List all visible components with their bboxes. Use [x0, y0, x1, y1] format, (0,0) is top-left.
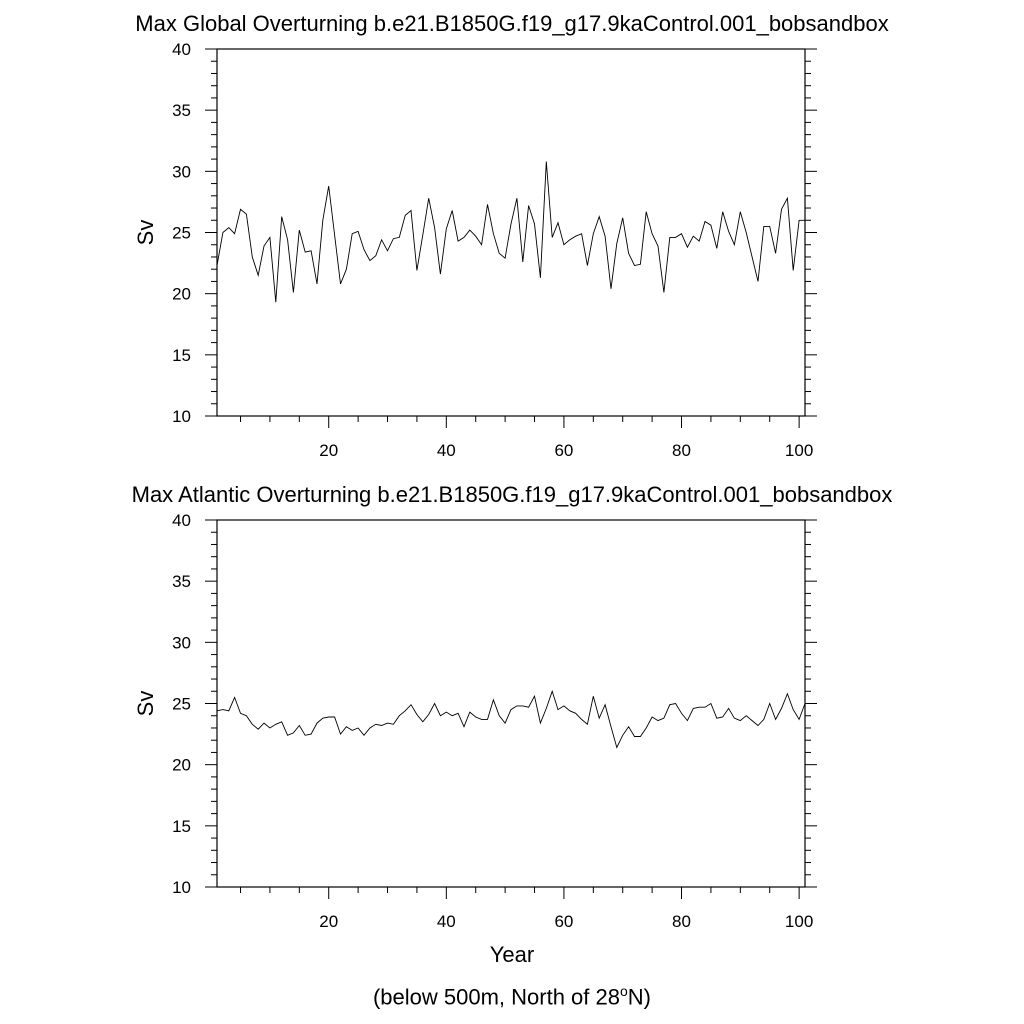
x-axis-label: Year [489, 942, 535, 967]
footnote-degree: o [620, 983, 628, 999]
plot-2-ylabel: Sv [133, 691, 158, 717]
plot-1-ytick-label: 15 [172, 346, 191, 365]
atlantic-overturning-chart: 10 15 20 25 30 35 40 20 40 60 80 100 Sv [133, 511, 817, 931]
footnote-tail: N) [627, 984, 652, 1010]
footnote: (below 500m, North of 28oN) [0, 983, 1024, 1010]
plot-1-frame [216, 48, 806, 417]
plot-1-xtick-label: 80 [672, 441, 691, 460]
plot-2-frame [216, 519, 806, 888]
plot-2-xtick-label: 40 [437, 912, 456, 931]
plot-2-ytick-label: 35 [172, 572, 191, 591]
plot-1-title: Max Global Overturning b.e21.B1850G.f19_… [135, 11, 889, 36]
plot-2-title: Max Atlantic Overturning b.e21.B1850G.f1… [131, 482, 893, 507]
plot-2-ytick-label: 15 [172, 817, 191, 836]
plot-2-xtick-label: 100 [785, 912, 813, 931]
plot-2-ytick-label: 25 [172, 695, 191, 714]
plot-2-xtick-label: 20 [319, 912, 338, 931]
plot-2-ytick-label: 40 [172, 511, 191, 530]
plot-2-ytick-label: 20 [172, 756, 191, 775]
plot-1-ytick-label: 25 [172, 224, 191, 243]
global-overturning-chart: 10 15 20 25 30 35 40 20 40 60 80 100 Sv [133, 40, 817, 460]
plot-2-xtick-label: 60 [554, 912, 573, 931]
plot-1-ytick-label: 40 [172, 40, 191, 59]
plot-1-ytick-label: 10 [172, 407, 191, 426]
plot-1-ytick-label: 20 [172, 285, 191, 304]
footnote-text: (below 500m, North of 28 [372, 984, 620, 1010]
plot-2-ytick-label: 10 [172, 878, 191, 897]
plot-1-xtick-label: 40 [437, 441, 456, 460]
plot-1-xtick-label: 20 [319, 441, 338, 460]
plot-1-xtick-label: 100 [785, 441, 813, 460]
plot-2-ytick-label: 30 [172, 633, 191, 652]
plot-1-series-line [216, 161, 805, 303]
plot-2-series-line [216, 689, 806, 749]
plot-1-xtick-label: 60 [554, 441, 573, 460]
plot-1-ytick-label: 35 [172, 101, 191, 120]
plot-1-ytick-label: 30 [172, 162, 191, 181]
plot-2-xtick-label: 80 [672, 912, 691, 931]
plot-1-ylabel: Sv [133, 220, 158, 246]
